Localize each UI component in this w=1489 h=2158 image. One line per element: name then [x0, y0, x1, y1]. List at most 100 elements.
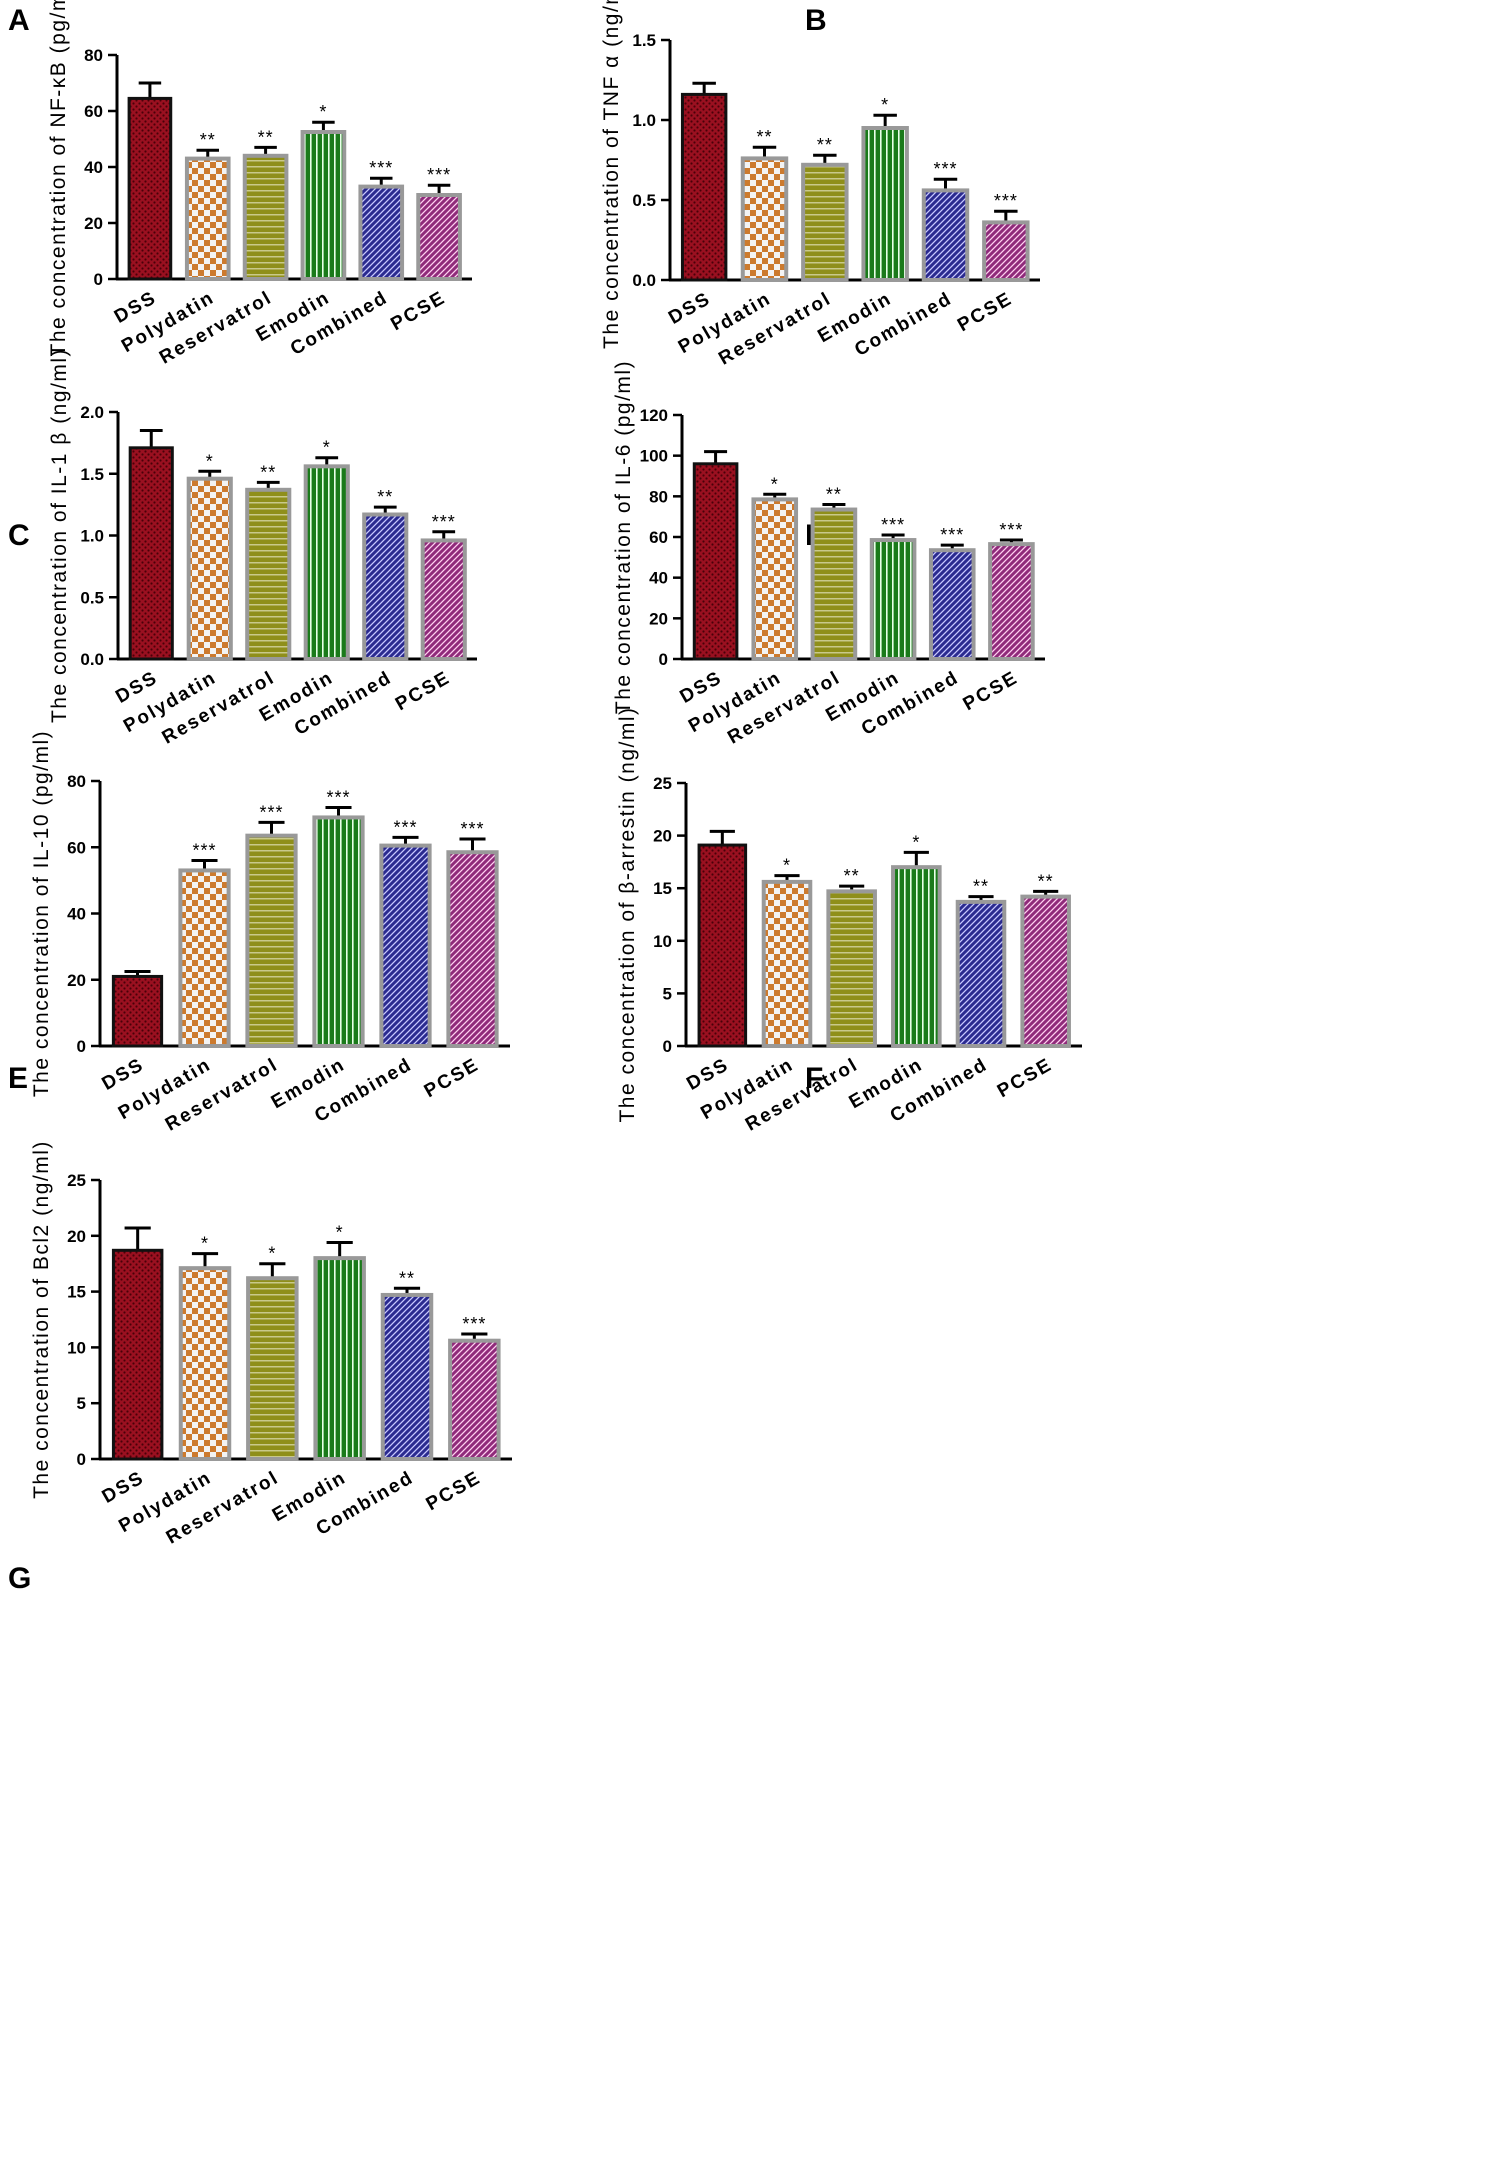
bar-pcse — [420, 538, 467, 661]
bar-combined — [380, 1292, 434, 1461]
chart-panel-e: E 0 20 40 60 80 The concentration of IL-10 (pg… — [8, 730, 510, 1136]
x-tick-label: Reservatrol — [742, 1054, 862, 1135]
significance-label: * — [771, 474, 779, 494]
y-tick-label: 25 — [67, 1171, 86, 1190]
bar-emodin — [861, 126, 909, 282]
y-tick-label: 40 — [84, 158, 103, 177]
bar-reservatrol — [245, 487, 292, 661]
bar-pcse — [988, 542, 1035, 661]
bar-reservatrol — [826, 889, 877, 1049]
bar-polydatin — [751, 497, 799, 661]
significance-label: *** — [326, 788, 350, 808]
bar-combined — [928, 548, 976, 662]
significance-label: * — [319, 102, 327, 122]
y-tick-label: 1.5 — [632, 31, 656, 50]
y-tick-label: 15 — [67, 1283, 86, 1302]
significance-label: ** — [973, 877, 989, 897]
y-tick-label: 20 — [67, 971, 86, 990]
y-tick-label: 0.5 — [632, 191, 656, 210]
chart-panel-a: A 0 20 40 60 80 The concentration of NF-κB (pg… — [8, 0, 472, 369]
bar-emodin — [312, 815, 365, 1048]
significance-label: * — [268, 1244, 276, 1264]
x-tick-label: Reservatrol — [162, 1054, 282, 1135]
y-tick-label: 10 — [653, 932, 672, 951]
panel-letter: E — [8, 1062, 28, 1095]
significance-label: * — [881, 95, 889, 115]
bar-emodin — [891, 865, 942, 1048]
bar-polydatin — [186, 476, 233, 661]
y-tick-label: 1.0 — [80, 527, 104, 546]
bar-dss — [128, 446, 174, 661]
y-tick-label: 0 — [659, 650, 668, 669]
significance-label: ** — [258, 127, 274, 147]
y-tick-label: 80 — [84, 46, 103, 65]
significance-label: *** — [259, 802, 283, 822]
x-tick-label: PCSE — [994, 1054, 1056, 1102]
bar-reservatrol — [245, 833, 298, 1048]
significance-label: ** — [817, 135, 833, 155]
y-tick-label: 60 — [84, 102, 103, 121]
significance-label: * — [323, 438, 331, 458]
chart-panel-g: G 0 5 10 15 20 25 The concentration of Bcl2 (ng… — [8, 1140, 512, 1595]
significance-label: *** — [933, 159, 957, 179]
y-tick-label: 20 — [84, 214, 103, 233]
bar-dss — [692, 462, 739, 661]
significance-label: ** — [756, 127, 772, 147]
y-tick-label: 40 — [649, 569, 668, 588]
chart-panel-d: D020406080100120The concentration of IL-… — [612, 360, 1045, 749]
bar-polydatin — [740, 156, 789, 282]
y-tick-label: 1.5 — [80, 465, 104, 484]
significance-label: *** — [427, 165, 451, 185]
y-tick-label: 20 — [67, 1227, 86, 1246]
significance-label: *** — [369, 158, 393, 178]
significance-label: * — [201, 1234, 209, 1254]
x-tick-label: DSS — [98, 1054, 148, 1095]
y-tick-label: 25 — [653, 774, 672, 793]
y-tick-label: 40 — [67, 905, 86, 924]
y-tick-label: 60 — [649, 528, 668, 547]
bar-dss — [680, 92, 728, 282]
y-tick-label: 5 — [77, 1394, 86, 1413]
significance-label: * — [912, 832, 920, 852]
bar-emodin — [869, 538, 917, 661]
bar-dss — [111, 1248, 164, 1461]
chart-panel-b: B 0.0 0.5 1.0 1.5 The concentration of TNF α … — [600, 0, 1040, 370]
bar-emodin — [313, 1256, 366, 1461]
x-tick-label: DSS — [99, 1467, 149, 1508]
significance-label: * — [783, 856, 791, 876]
y-tick-label: 15 — [653, 879, 672, 898]
x-tick-label: PCSE — [954, 288, 1016, 336]
y-tick-label: 0 — [94, 270, 103, 289]
significance-label: *** — [462, 1314, 486, 1334]
significance-label: ** — [399, 1268, 415, 1288]
y-axis-label: The concentration of IL-6 (pg/ml) — [612, 360, 635, 714]
significance-label: *** — [881, 515, 905, 535]
y-tick-label: 5 — [663, 984, 672, 1003]
bar-emodin — [303, 464, 350, 661]
bar-pcse — [448, 1338, 501, 1461]
y-tick-label: 60 — [67, 838, 86, 857]
bar-polydatin — [761, 879, 813, 1048]
significance-label: * — [206, 451, 214, 471]
bar-polydatin — [178, 868, 231, 1048]
y-axis-label: The concentration of Bcl2 (ng/ml) — [30, 1140, 53, 1499]
y-axis-label: The concentration of IL-10 (pg/ml) — [30, 730, 53, 1097]
significance-label: *** — [940, 525, 964, 545]
bar-pcse — [446, 850, 499, 1048]
bar-combined — [358, 184, 405, 282]
bar-combined — [379, 843, 432, 1048]
chart-panel-c: C 0.0 0.5 1.0 1.5 2.0 The concentration of IL-… — [8, 348, 477, 749]
bar-pcse — [982, 220, 1030, 282]
y-tick-label: 0 — [77, 1450, 86, 1469]
bar-polydatin — [184, 156, 231, 282]
significance-label: * — [336, 1222, 344, 1242]
bar-reservatrol — [810, 507, 858, 661]
bar-emodin — [300, 130, 347, 281]
bar-dss — [111, 974, 164, 1048]
significance-label: ** — [377, 487, 393, 507]
bar-pcse — [1020, 894, 1071, 1049]
y-tick-label: 10 — [67, 1338, 86, 1357]
y-tick-label: 0 — [77, 1037, 86, 1056]
x-tick-label: PCSE — [423, 1467, 485, 1515]
significance-label: *** — [192, 841, 216, 861]
